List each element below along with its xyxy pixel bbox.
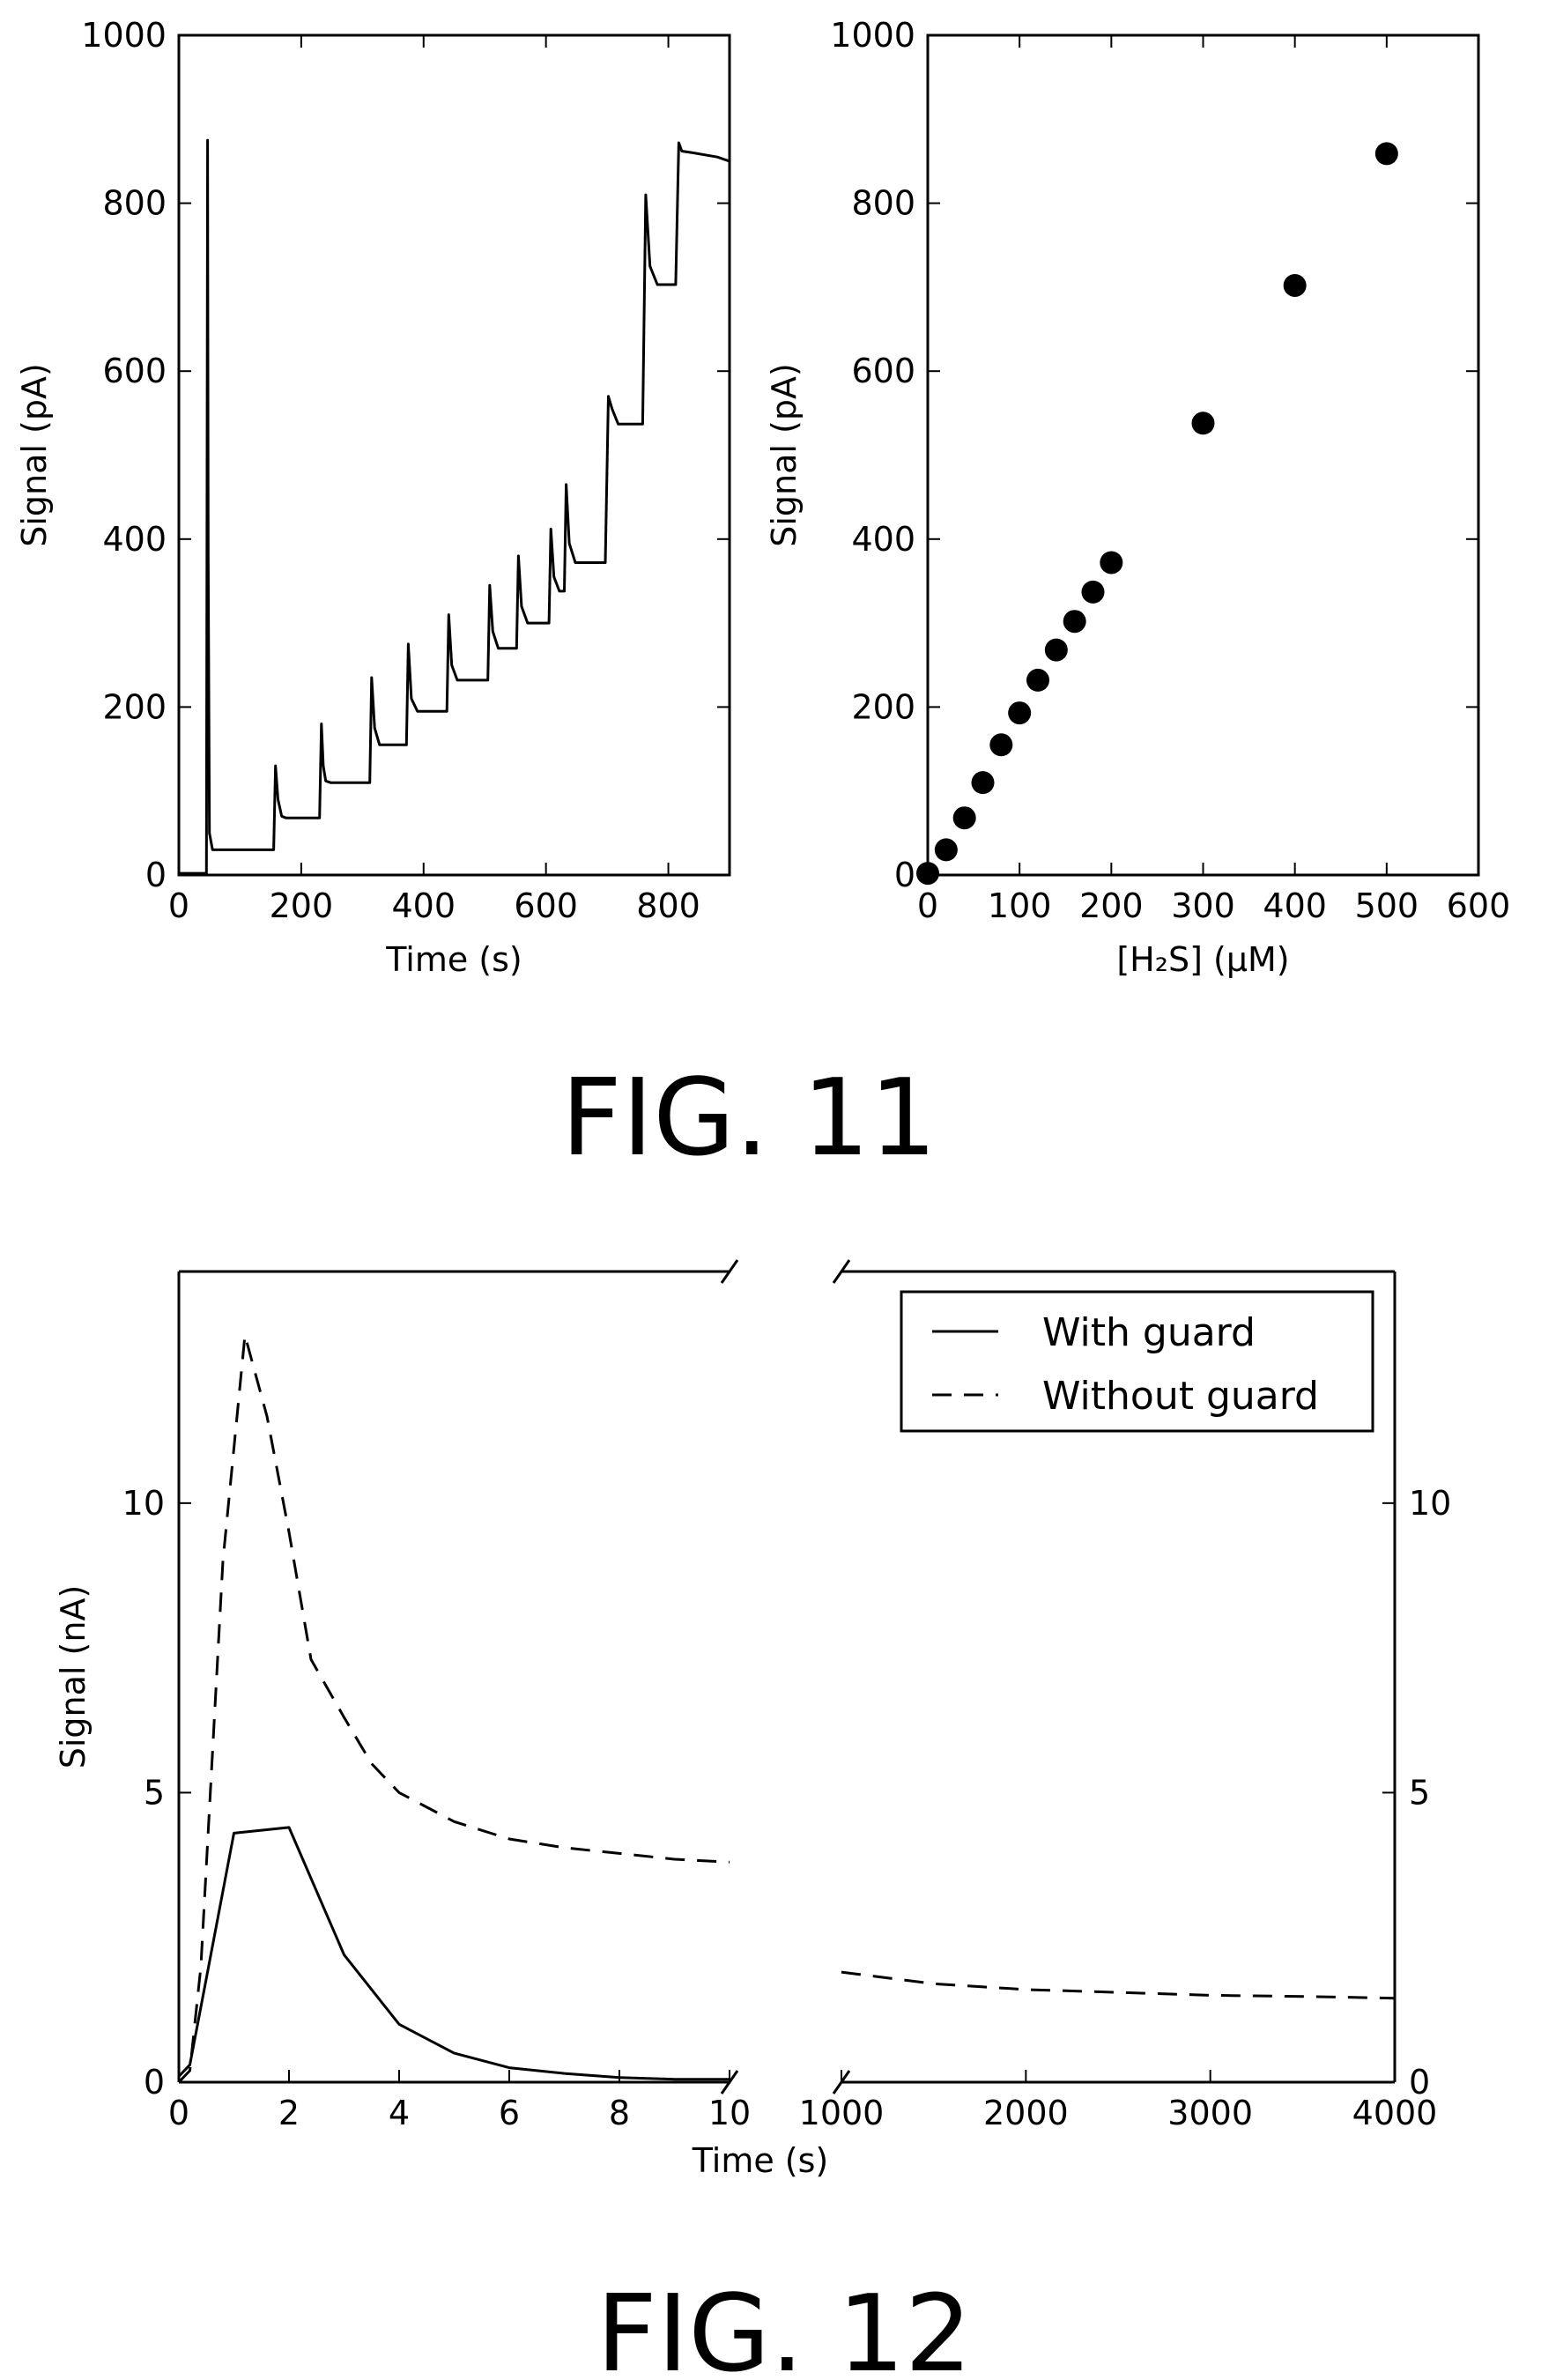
y-tick-label-right: 5 bbox=[1409, 1773, 1430, 1812]
data-point bbox=[1008, 701, 1032, 725]
x-tick-label: 200 bbox=[270, 886, 334, 925]
x-tick-label: 0 bbox=[168, 886, 189, 925]
y-tick-label: 800 bbox=[851, 184, 915, 223]
x-tick-label: 0 bbox=[917, 886, 938, 925]
axis-break-mark bbox=[720, 1259, 739, 1284]
x-tick-label: 200 bbox=[1079, 886, 1144, 925]
fig11-calibration-chart: 0 100 200 300 400 500 600 0 200 400 600 800 1000 [H₂S… bbox=[765, 16, 1510, 979]
y-tick-label: 200 bbox=[102, 687, 167, 726]
x-tick-label: 0 bbox=[168, 2094, 189, 2132]
with-guard-line-left bbox=[177, 1826, 730, 2081]
fig11-time-trace-chart: 0 200 400 600 800 0 200 400 600 800 1000 Time (s) Si… bbox=[15, 16, 731, 979]
y-tick-label-right: 0 bbox=[1409, 2063, 1430, 2102]
fig12-caption: FIG. 12 bbox=[596, 2273, 972, 2380]
x-tick-label: 400 bbox=[1263, 886, 1327, 925]
data-point bbox=[989, 733, 1013, 757]
data-point bbox=[1283, 273, 1307, 297]
x-tick-label: 2 bbox=[278, 2094, 300, 2132]
data-point bbox=[1044, 638, 1068, 662]
y-tick-label-left: 0 bbox=[144, 2063, 165, 2102]
y-tick-label: 1000 bbox=[830, 16, 915, 55]
signal-trace-line bbox=[179, 138, 730, 875]
x-tick-label: 6 bbox=[499, 2094, 520, 2132]
x-tick-label: 4 bbox=[389, 2094, 410, 2132]
y-tick-label: 400 bbox=[851, 520, 915, 559]
y-tick-label: 600 bbox=[102, 352, 167, 390]
data-point bbox=[1191, 411, 1215, 435]
x-tick-label: 8 bbox=[609, 2094, 630, 2132]
data-point bbox=[952, 806, 976, 830]
axis-break-mark bbox=[832, 1259, 851, 1284]
x-axis-label: Time (s) bbox=[692, 2141, 829, 2180]
y-tick-label-left: 10 bbox=[122, 1484, 165, 1523]
x-tick-label: 500 bbox=[1355, 886, 1419, 925]
x-tick-label: 10 bbox=[708, 2094, 751, 2132]
y-tick-label: 600 bbox=[851, 352, 915, 390]
without-guard-line-left bbox=[177, 1333, 730, 2084]
y-tick-label: 0 bbox=[894, 856, 915, 894]
data-point bbox=[1063, 610, 1086, 634]
x-axis-label: Time (s) bbox=[385, 940, 522, 979]
without-guard-line-right bbox=[841, 1970, 1396, 2000]
y-tick-label: 0 bbox=[145, 856, 167, 894]
data-point bbox=[934, 838, 958, 862]
x-tick-label: 4000 bbox=[1352, 2094, 1438, 2132]
x-tick-label: 100 bbox=[988, 886, 1052, 925]
y-tick-label: 800 bbox=[102, 184, 167, 223]
data-point bbox=[1374, 142, 1398, 166]
y-tick-label-right: 10 bbox=[1409, 1484, 1451, 1523]
x-tick-label: 3000 bbox=[1167, 2094, 1253, 2132]
legend-label: With guard bbox=[1042, 1310, 1256, 1355]
x-tick-label: 600 bbox=[1447, 886, 1511, 925]
y-axis-label: Signal (pA) bbox=[15, 363, 54, 547]
y-axis-label: Signal (pA) bbox=[765, 363, 804, 547]
data-point bbox=[1026, 668, 1049, 692]
y-tick-label: 1000 bbox=[81, 16, 167, 55]
plot-frame bbox=[177, 33, 731, 877]
x-tick-label: 300 bbox=[1171, 886, 1235, 925]
fig11-caption: FIG. 11 bbox=[561, 1057, 937, 1180]
y-axis-label: Signal (nA) bbox=[54, 1585, 93, 1769]
data-point bbox=[916, 862, 939, 886]
x-tick-label: 400 bbox=[392, 886, 456, 925]
data-point bbox=[971, 771, 995, 795]
y-tick-label: 200 bbox=[851, 687, 915, 726]
y-tick-label-left: 5 bbox=[144, 1773, 165, 1812]
legend-label: Without guard bbox=[1042, 1374, 1319, 1419]
x-tick-label: 600 bbox=[514, 886, 578, 925]
x-tick-label: 1000 bbox=[799, 2094, 885, 2132]
y-tick-label: 400 bbox=[102, 520, 167, 559]
data-point bbox=[1081, 580, 1105, 604]
legend-box bbox=[900, 1290, 1374, 1433]
x-tick-label: 2000 bbox=[983, 2094, 1069, 2132]
x-tick-label: 800 bbox=[636, 886, 700, 925]
data-point bbox=[1100, 551, 1123, 575]
x-axis-label: [H₂S] (µM) bbox=[1116, 940, 1289, 979]
